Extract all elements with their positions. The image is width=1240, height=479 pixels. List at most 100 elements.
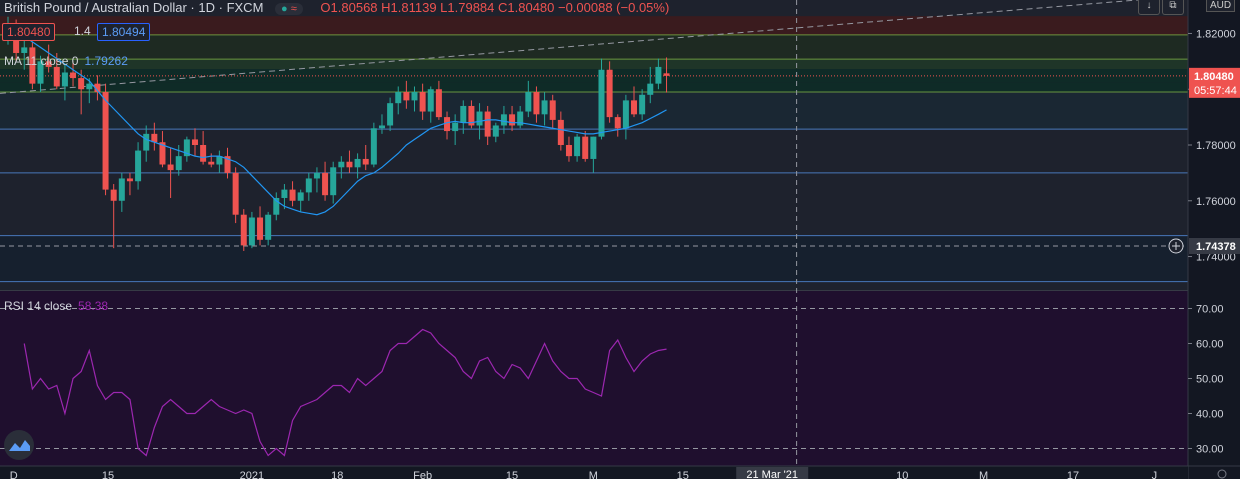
candle-body-12 bbox=[102, 92, 109, 190]
candle-body-6 bbox=[53, 66, 60, 87]
candle-body-54 bbox=[444, 117, 451, 132]
time-tick-1: 15 bbox=[102, 470, 114, 479]
candle-body-53 bbox=[435, 89, 442, 118]
candle-body-4 bbox=[37, 61, 44, 84]
candle-body-33 bbox=[273, 197, 280, 215]
candle-body-13 bbox=[110, 189, 117, 201]
candle-body-56 bbox=[460, 105, 467, 123]
candle-body-16 bbox=[135, 150, 142, 182]
candle-body-41 bbox=[338, 161, 345, 168]
candle-body-24 bbox=[200, 145, 207, 162]
candle-body-63 bbox=[517, 111, 524, 126]
candle-body-21 bbox=[175, 156, 182, 171]
candle-body-51 bbox=[419, 92, 426, 112]
time-tick-5: 15 bbox=[506, 470, 518, 479]
bid-price-button[interactable]: 1.80480 bbox=[2, 23, 56, 41]
candle-body-14 bbox=[118, 178, 125, 201]
candle-body-39 bbox=[322, 172, 329, 196]
time-tick-2: 2021 bbox=[240, 470, 264, 479]
candle-body-15 bbox=[126, 178, 133, 182]
candle-body-2 bbox=[21, 47, 28, 53]
rsi-line bbox=[23, 328, 667, 457]
interval-label[interactable]: 1D bbox=[198, 0, 215, 15]
candle-body-11 bbox=[94, 83, 101, 93]
currency-label[interactable]: AUD bbox=[1206, 0, 1236, 12]
candle-body-74 bbox=[606, 69, 613, 118]
candle-body-46 bbox=[378, 125, 385, 129]
zone-1 bbox=[0, 34, 1188, 60]
candle-body-52 bbox=[427, 89, 434, 112]
scroll-down-icon[interactable]: ↓ bbox=[1138, 0, 1160, 15]
candle-body-47 bbox=[387, 103, 394, 126]
zone-7 bbox=[0, 172, 1188, 236]
candle-body-68 bbox=[557, 119, 564, 145]
candle-body-10 bbox=[86, 83, 93, 90]
last-price-label: 1.80480 bbox=[1194, 71, 1234, 83]
rsi-tick-40.00: 40.00 bbox=[1196, 409, 1224, 421]
time-tick-8: 21 Mar '21 bbox=[746, 469, 798, 479]
candle-body-72 bbox=[590, 136, 597, 159]
candle-body-70 bbox=[574, 136, 581, 157]
candle-body-26 bbox=[216, 156, 223, 165]
candle-body-40 bbox=[330, 167, 337, 196]
trend-line bbox=[0, 0, 1144, 94]
candle-body-17 bbox=[143, 133, 150, 151]
candle-body-61 bbox=[500, 114, 507, 126]
candle-body-7 bbox=[61, 72, 68, 87]
candle-body-55 bbox=[452, 122, 459, 132]
candle-body-38 bbox=[313, 172, 320, 179]
candle-body-19 bbox=[159, 142, 166, 165]
candle-body-48 bbox=[395, 92, 402, 104]
ma-legend[interactable]: MA 11 close 0 1.79262 bbox=[4, 54, 128, 68]
zone-4 bbox=[0, 82, 1188, 93]
zone-0 bbox=[0, 16, 1188, 35]
candle-body-5 bbox=[45, 61, 52, 67]
time-tick-7: 15 bbox=[677, 470, 689, 479]
ask-price-button[interactable]: 1.80494 bbox=[97, 23, 151, 41]
candle-body-64 bbox=[525, 92, 532, 112]
price-tick-1.74000: 1.74000 bbox=[1196, 252, 1236, 264]
candle-body-30 bbox=[248, 217, 255, 246]
candle-body-67 bbox=[549, 100, 556, 120]
candle-body-81 bbox=[663, 73, 670, 76]
time-tick-10: M bbox=[979, 470, 988, 479]
candle-body-77 bbox=[631, 100, 638, 115]
candle-body-79 bbox=[647, 83, 654, 95]
time-tick-6: M bbox=[589, 470, 598, 479]
ohlc-values: O1.80568 H1.81139 L1.79884 C1.80480 −0.0… bbox=[320, 0, 670, 15]
candle-body-37 bbox=[305, 178, 312, 193]
spread-value: 1.4 bbox=[74, 24, 91, 38]
candle-body-50 bbox=[411, 92, 418, 101]
candle-body-35 bbox=[289, 189, 296, 201]
countdown-label: 05:57:44 bbox=[1194, 85, 1237, 97]
rsi-tick-30.00: 30.00 bbox=[1196, 444, 1224, 456]
price-tick-1.78000: 1.78000 bbox=[1196, 140, 1236, 152]
rsi-tick-50.00: 50.00 bbox=[1196, 374, 1224, 386]
candle-body-29 bbox=[240, 214, 247, 246]
zone-5 bbox=[0, 92, 1188, 130]
candle-body-36 bbox=[297, 192, 304, 201]
candle-body-73 bbox=[598, 69, 605, 137]
candle-body-23 bbox=[191, 139, 198, 145]
candle-body-59 bbox=[484, 111, 491, 137]
ma-line bbox=[23, 35, 667, 216]
candle-body-80 bbox=[655, 66, 662, 84]
time-tick-9: 10 bbox=[896, 470, 908, 479]
chart-header: British Pound / Australian Dollar · 1D ·… bbox=[4, 0, 670, 15]
candle-body-22 bbox=[183, 139, 190, 157]
time-tick-11: 17 bbox=[1067, 470, 1079, 479]
rsi-label: RSI 14 close bbox=[4, 299, 73, 313]
candle-body-57 bbox=[468, 105, 475, 126]
time-tick-0: D bbox=[10, 470, 18, 479]
time-tick-3: 18 bbox=[331, 470, 343, 479]
tradingview-logo-icon[interactable] bbox=[4, 430, 34, 460]
rsi-legend[interactable]: RSI 14 close 58.38 bbox=[4, 299, 108, 313]
crosshair-price-badge bbox=[1189, 237, 1240, 254]
candle-body-44 bbox=[362, 158, 369, 165]
time-axis-bg bbox=[0, 466, 1188, 479]
copy-icon[interactable]: ⧉ bbox=[1162, 0, 1184, 15]
market-status-icon[interactable]: ● ≈ bbox=[275, 3, 303, 15]
candle-body-34 bbox=[281, 189, 288, 198]
rsi-tick-70.00: 70.00 bbox=[1196, 304, 1224, 316]
